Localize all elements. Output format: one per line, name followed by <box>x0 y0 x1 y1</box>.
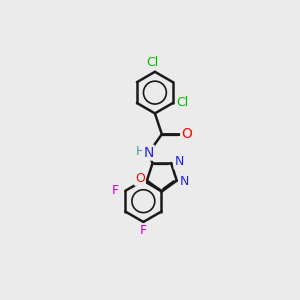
Text: Cl: Cl <box>146 56 159 69</box>
Text: F: F <box>112 184 119 197</box>
Text: O: O <box>135 172 145 185</box>
Text: O: O <box>181 127 192 141</box>
Text: Cl: Cl <box>176 97 189 110</box>
Text: F: F <box>140 224 147 237</box>
Text: N: N <box>143 146 154 160</box>
Text: N: N <box>180 175 190 188</box>
Text: N: N <box>175 155 184 168</box>
Text: H: H <box>136 146 145 158</box>
